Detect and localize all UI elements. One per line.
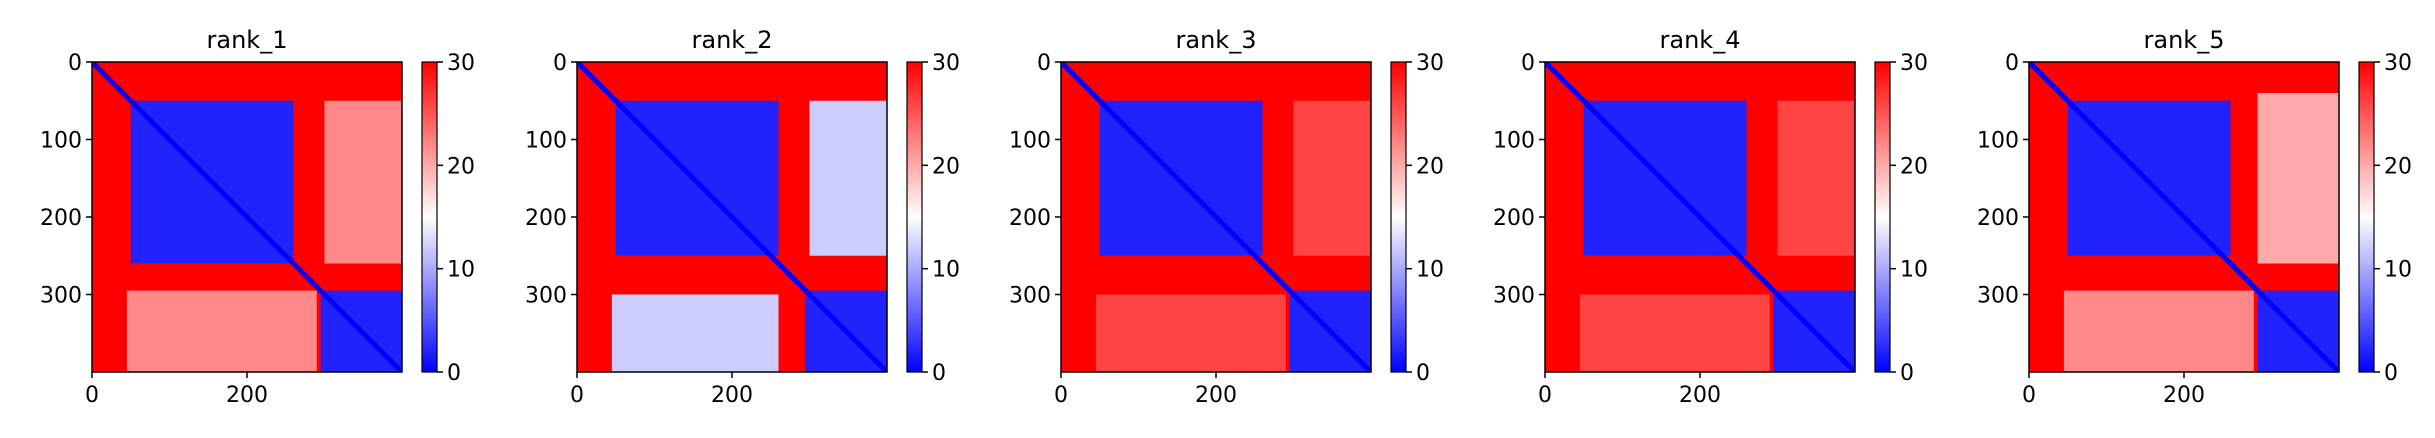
heatmap-block bbox=[2063, 290, 2254, 372]
colorbar-tick-label: 30 bbox=[2384, 51, 2412, 76]
colorbar-tick-label: 10 bbox=[2384, 258, 2412, 283]
colorbar-tick-label: 0 bbox=[2384, 361, 2398, 386]
colorbar bbox=[2358, 61, 2375, 373]
heatmap-diagonal bbox=[2029, 62, 2339, 372]
colorbar bbox=[906, 61, 923, 373]
y-tick-label: 300 bbox=[1493, 284, 1535, 309]
heatmap-panel-2: rank_2 0 100 200 300 0 200 0 10 20 30 bbox=[525, 26, 960, 408]
colorbar-tick-label: 0 bbox=[1416, 361, 1430, 386]
colorbar bbox=[1390, 61, 1407, 373]
colorbar-tick-label: 20 bbox=[932, 154, 960, 179]
heatmap-block bbox=[1095, 294, 1286, 372]
x-tick-label: 200 bbox=[226, 383, 268, 408]
y-tick-label: 0 bbox=[68, 51, 82, 76]
heatmap-diagonal bbox=[92, 62, 402, 372]
y-tick-label: 100 bbox=[1977, 129, 2019, 154]
y-tick-label: 0 bbox=[2005, 51, 2019, 76]
heatmap-diagonal bbox=[1061, 62, 1371, 372]
colorbar-tick-label: 10 bbox=[447, 258, 475, 283]
y-tick-label: 100 bbox=[1009, 129, 1051, 154]
colorbar-tick-label: 0 bbox=[447, 361, 461, 386]
x-tick-label: 0 bbox=[1538, 383, 1552, 408]
y-tick-label: 300 bbox=[525, 284, 567, 309]
heatmap-diagonal bbox=[1545, 62, 1855, 372]
y-tick-label: 300 bbox=[1977, 284, 2019, 309]
colorbar-tick-label: 0 bbox=[1900, 361, 1914, 386]
y-tick-label: 200 bbox=[1493, 206, 1535, 231]
x-tick-label: 0 bbox=[1054, 383, 1068, 408]
heatmap-panel-3: rank_3 0 100 200 300 0 200 0 10 20 30 bbox=[1009, 26, 1444, 408]
colorbar-tick-label: 30 bbox=[1416, 51, 1444, 76]
heatmap-panel-4: rank_4 0 100 200 300 0 200 0 10 20 30 bbox=[1493, 26, 1928, 408]
panel-title: rank_3 bbox=[1176, 26, 1257, 54]
panel-title: rank_5 bbox=[2144, 26, 2225, 54]
colorbar-tick-label: 10 bbox=[1416, 258, 1444, 283]
colorbar-tick-label: 20 bbox=[2384, 154, 2412, 179]
heatmap-panel-1: rank_1 0 100 200 300 0 200 0 10 20 30 bbox=[40, 26, 475, 408]
heatmap-block bbox=[611, 294, 779, 372]
colorbar-tick-label: 20 bbox=[447, 154, 475, 179]
colorbar-tick-label: 0 bbox=[932, 361, 946, 386]
y-tick-label: 100 bbox=[525, 129, 567, 154]
heatmap-block bbox=[1293, 100, 1371, 256]
heatmap-panel-5: rank_5 0 100 200 300 0 200 0 10 20 30 bbox=[1977, 26, 2412, 408]
heatmap-block bbox=[126, 290, 317, 372]
y-tick-label: 200 bbox=[1977, 206, 2019, 231]
colorbar-tick-label: 10 bbox=[932, 258, 960, 283]
colorbar-tick-label: 10 bbox=[1900, 258, 1928, 283]
colorbar bbox=[1874, 61, 1891, 373]
panel-title: rank_1 bbox=[207, 26, 288, 54]
y-tick-label: 100 bbox=[40, 129, 82, 154]
y-tick-label: 100 bbox=[1493, 129, 1535, 154]
colorbar bbox=[421, 61, 438, 373]
y-tick-label: 0 bbox=[1521, 51, 1535, 76]
y-tick-label: 300 bbox=[1009, 284, 1051, 309]
panel-title: rank_4 bbox=[1660, 26, 1741, 54]
x-tick-label: 200 bbox=[711, 383, 753, 408]
x-tick-label: 0 bbox=[570, 383, 584, 408]
y-tick-label: 0 bbox=[1037, 51, 1051, 76]
y-tick-label: 0 bbox=[553, 51, 567, 76]
x-tick-label: 200 bbox=[1679, 383, 1721, 408]
x-tick-label: 200 bbox=[1195, 383, 1237, 408]
heatmap-block bbox=[1777, 100, 1855, 256]
panel-title: rank_2 bbox=[692, 26, 773, 54]
colorbar-tick-label: 20 bbox=[1900, 154, 1928, 179]
colorbar-tick-label: 30 bbox=[932, 51, 960, 76]
colorbar-tick-label: 30 bbox=[447, 51, 475, 76]
y-tick-label: 300 bbox=[40, 284, 82, 309]
x-tick-label: 0 bbox=[2022, 383, 2036, 408]
y-tick-label: 200 bbox=[1009, 206, 1051, 231]
colorbar-tick-label: 30 bbox=[1900, 51, 1928, 76]
y-tick-label: 200 bbox=[40, 206, 82, 231]
heatmap-block bbox=[809, 100, 887, 256]
heatmap-block bbox=[324, 100, 402, 264]
x-tick-label: 0 bbox=[85, 383, 99, 408]
x-tick-label: 200 bbox=[2163, 383, 2205, 408]
colorbar-tick-label: 20 bbox=[1416, 154, 1444, 179]
heatmap-block bbox=[1579, 294, 1770, 372]
heatmap-block bbox=[2257, 93, 2339, 264]
heatmap-diagonal bbox=[577, 62, 887, 372]
y-tick-label: 200 bbox=[525, 206, 567, 231]
